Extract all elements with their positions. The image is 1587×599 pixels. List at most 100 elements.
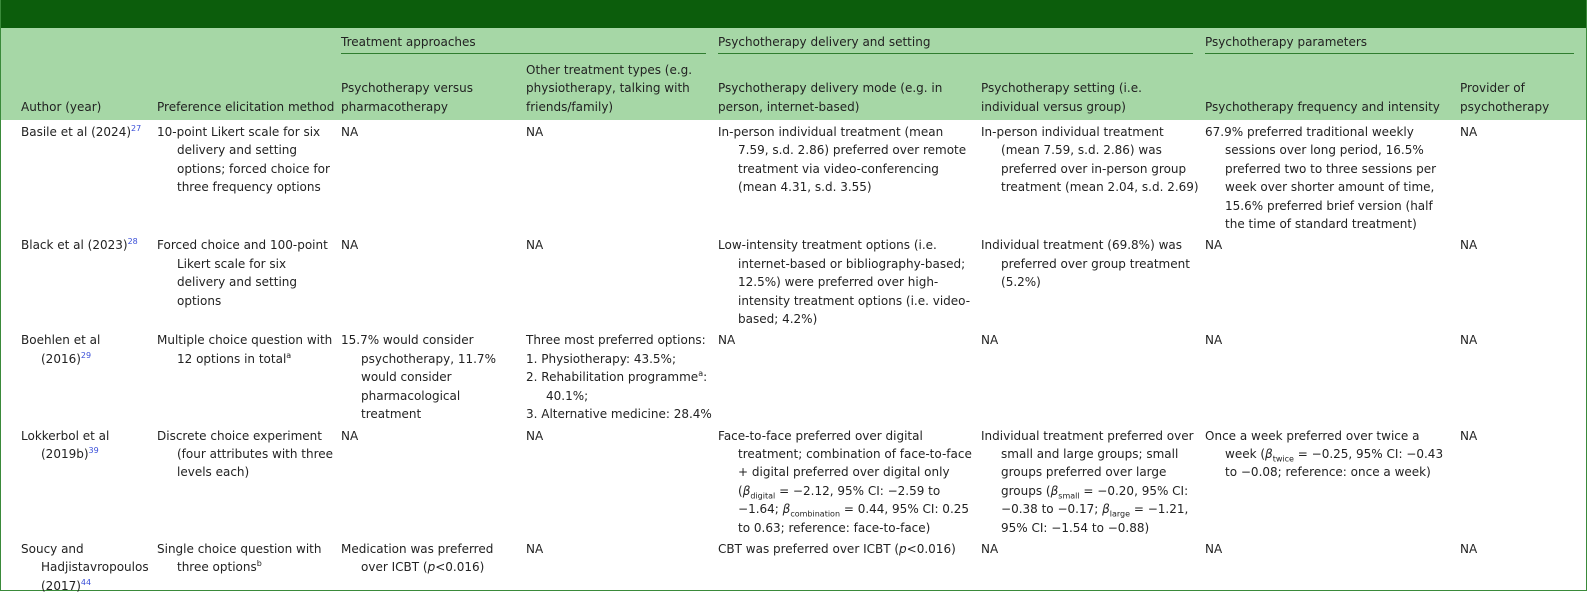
table-cell: NA xyxy=(1460,120,1586,233)
cell-text: Low-intensity treatment options (i.e. in… xyxy=(718,238,971,327)
cell-text: NA xyxy=(1460,333,1478,348)
text-run: Once a week preferred over twice a week … xyxy=(1205,428,1420,461)
cell-text: In-person individual treatment (mean 7.5… xyxy=(718,125,967,195)
cell-text: NA xyxy=(1205,541,1223,556)
table-cell: Face-to-face preferred over digital trea… xyxy=(718,424,981,537)
subscript: digital xyxy=(750,491,776,501)
cell-text: Lokkerbol et al (2019b)39 xyxy=(21,427,151,464)
cell-text: Individual treatment (69.8%) was preferr… xyxy=(981,238,1190,290)
text-run: = −1.21, 95% CI: −1.54 to −0.88) xyxy=(1001,502,1189,535)
table-cell: NA xyxy=(526,537,718,597)
table-cell: NA xyxy=(1205,233,1460,328)
cell-text: 1. Physiotherapy: 43.5%; xyxy=(526,351,676,366)
text-run: Lokkerbol et al (2019b) xyxy=(21,428,110,461)
table-cell: Individual treatment preferred over smal… xyxy=(981,424,1205,537)
text-run: Boehlen et al (2016) xyxy=(21,333,101,366)
table-cell: NA xyxy=(341,233,526,328)
table-header: Treatment approaches Psychotherapy deliv… xyxy=(1,28,1587,120)
table-cell: 15.7% would consider psychotherapy, 11.7… xyxy=(341,328,526,423)
cell-text: NA xyxy=(1205,333,1223,348)
table-cell: Lokkerbol et al (2019b)39 xyxy=(1,424,157,537)
cell-text: NA xyxy=(526,125,544,139)
cell-text: NA xyxy=(1205,238,1223,253)
cell-text: NA xyxy=(718,333,736,348)
cell-text: NA xyxy=(981,541,999,556)
table-cell: Medication was preferred over ICBT (p<0.… xyxy=(341,537,526,597)
table-cell: NA xyxy=(1460,424,1586,537)
cell-text: NA xyxy=(1460,428,1478,443)
group-label: Psychotherapy parameters xyxy=(1205,33,1575,54)
table-cell: NA xyxy=(526,424,718,537)
footnote-mark: b xyxy=(256,559,262,569)
cell-text: 2. Rehabilitation programmea: 40.1%; xyxy=(526,368,712,405)
group-label: Psychotherapy delivery and setting xyxy=(718,33,1194,54)
column-header: Preference elicitation method xyxy=(157,99,335,114)
table-cell: NA xyxy=(981,328,1205,423)
text-run: Single choice question with three option… xyxy=(157,541,322,575)
cell-text: In-person individual treatment (mean 7.5… xyxy=(981,125,1199,195)
text-run: 2. Rehabilitation programme xyxy=(526,370,699,385)
citation[interactable]: 27 xyxy=(131,124,142,133)
table-cell: Discrete choice experiment (four attribu… xyxy=(157,424,341,537)
table-row: Basile et al (2024)27 10-point Likert sca… xyxy=(1,120,1586,233)
cell-text: Basile et al (2024)27 xyxy=(21,123,151,141)
table-row: Lokkerbol et al (2019b)39 Discrete choice… xyxy=(1,424,1586,537)
table-body: Basile et al (2024)27 10-point Likert sca… xyxy=(1,120,1586,597)
top-bar xyxy=(1,0,1586,28)
table-cell: Basile et al (2024)27 xyxy=(1,120,157,233)
italic-symbol: β xyxy=(1265,446,1273,461)
table-cell: Black et al (2023)28 xyxy=(1,233,157,328)
cell-text: NA xyxy=(1460,125,1478,139)
text-run: : 40.1%; xyxy=(546,370,708,403)
column-header: Author (year) xyxy=(21,99,102,114)
italic-symbol: p xyxy=(427,560,436,575)
text-run: Black et al (2023) xyxy=(21,238,128,253)
italic-symbol: p xyxy=(899,541,907,556)
table-cell: NA xyxy=(341,120,526,233)
citation[interactable]: 29 xyxy=(80,350,92,360)
table-cell: NA xyxy=(1460,233,1586,328)
cell-text: 3. Alternative medicine: 28.4% xyxy=(526,407,712,422)
column-header: Other treatment types (e.g. physiotherap… xyxy=(526,62,693,114)
subscript: large xyxy=(1109,509,1131,519)
cell-text: 15.7% would consider psychotherapy, 11.7… xyxy=(341,333,496,422)
cell-text: NA xyxy=(526,428,544,443)
text-run: Soucy and Hadjistavropoulos (2017) xyxy=(21,541,149,593)
table-cell: In-person individual treatment (mean 7.5… xyxy=(981,120,1205,233)
citation[interactable]: 28 xyxy=(127,237,138,247)
table-cell: NA xyxy=(1460,328,1586,423)
table-cell: NA xyxy=(1205,537,1460,597)
cell-text: NA xyxy=(981,333,999,348)
cell-text: NA xyxy=(341,125,359,139)
table-cell: Individual treatment (69.8%) was preferr… xyxy=(981,233,1205,328)
group-header: Psychotherapy delivery and setting xyxy=(718,28,1205,54)
text-run: Medication was preferred over ICBT ( xyxy=(341,541,494,575)
table-cell: NA xyxy=(718,328,981,423)
table-row: Boehlen et al (2016)29 Multiple choice qu… xyxy=(1,328,1586,423)
table-cell: Once a week preferred over twice a week … xyxy=(1205,424,1460,537)
cell-text: NA xyxy=(341,238,359,253)
subscript: twice xyxy=(1272,454,1294,464)
text-run: <0.016) xyxy=(906,541,956,556)
cell-text: NA xyxy=(1460,238,1478,253)
empty-header xyxy=(1,28,341,54)
table-cell: Boehlen et al (2016)29 xyxy=(1,328,157,423)
table: Treatment approaches Psychotherapy deliv… xyxy=(1,28,1587,597)
citation[interactable]: 39 xyxy=(88,445,99,455)
footnote-mark: a xyxy=(698,369,704,379)
citation[interactable]: 44 xyxy=(80,577,92,587)
table-cell: CBT was preferred over ICBT (p<0.016) xyxy=(718,537,981,597)
table-cell: NA xyxy=(1205,328,1460,423)
italic-symbol: β xyxy=(1102,502,1110,517)
column-header: Psychotherapy delivery mode (e.g. in per… xyxy=(718,81,943,114)
table-cell: Multiple choice question with 12 options… xyxy=(157,328,341,423)
cell-text: Soucy and Hadjistavropoulos (2017)44 xyxy=(21,540,151,595)
cell-text: NA xyxy=(526,238,544,253)
cell-text: NA xyxy=(1460,541,1478,556)
group-header: Psychotherapy parameters xyxy=(1205,28,1586,54)
text-run: = 0.44, 95% CI: 0.25 to 0.63; reference:… xyxy=(738,502,970,535)
group-header: Treatment approaches xyxy=(341,28,718,54)
table-cell: 10-point Likert scale for six delivery a… xyxy=(157,120,341,233)
column-header: Provider of psychotherapy xyxy=(1460,81,1550,114)
